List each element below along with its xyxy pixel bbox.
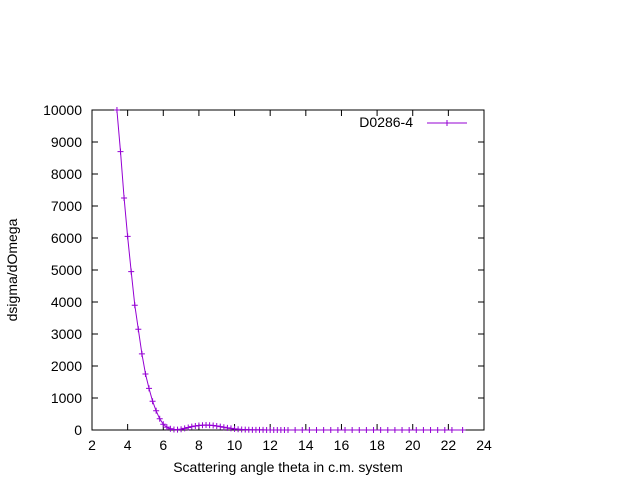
data-point	[413, 426, 420, 433]
data-point	[384, 426, 391, 433]
data-point	[160, 421, 167, 428]
data-point	[135, 326, 142, 333]
y-tick-label: 1000	[51, 390, 82, 406]
legend: D0286-4	[359, 114, 467, 130]
data-point	[356, 426, 363, 433]
y-tick-label: 10000	[43, 102, 82, 118]
data-point	[117, 148, 124, 155]
x-tick-label: 22	[441, 437, 457, 453]
y-tick-label: 2000	[51, 358, 82, 374]
data-point	[313, 426, 320, 433]
data-point	[441, 426, 448, 433]
data-point	[292, 426, 299, 433]
x-tick-label: 4	[124, 437, 132, 453]
data-point	[406, 426, 413, 433]
data-point	[448, 426, 455, 433]
data-point	[128, 268, 135, 275]
data-point	[217, 423, 224, 430]
data-point	[185, 424, 192, 431]
x-axis-label: Scattering angle theta in c.m. system	[173, 459, 403, 475]
y-tick-label: 6000	[51, 230, 82, 246]
series-line-1	[116, 109, 463, 431]
y-tick-label: 8000	[51, 166, 82, 182]
data-point	[342, 426, 349, 433]
data-point	[363, 426, 370, 433]
data-point	[420, 426, 427, 433]
x-tick-label: 24	[476, 437, 492, 453]
data-point	[149, 398, 156, 405]
data-point	[156, 415, 163, 422]
x-tick-label: 20	[405, 437, 421, 453]
data-point	[178, 426, 185, 433]
data-point	[121, 195, 128, 201]
y-tick-label: 4000	[51, 294, 82, 310]
y-axis-label: dsigma/dOmega	[4, 218, 20, 321]
data-point	[320, 426, 327, 433]
y-axis-ticks: 0 1000 2000 3000 4000 5000 6000 7000 8000 9000 100…	[43, 102, 484, 438]
data-point	[163, 424, 170, 431]
data-point	[113, 107, 120, 113]
data-point	[138, 350, 145, 357]
data-point	[434, 426, 441, 433]
data-point	[131, 302, 138, 309]
x-tick-label: 14	[298, 437, 314, 453]
y-tick-label: 9000	[51, 134, 82, 150]
plot-frame	[91, 109, 485, 431]
series-layer	[113, 107, 466, 433]
x-tick-label: 8	[195, 437, 203, 453]
x-tick-label: 2	[88, 437, 96, 453]
legend-label-series-1: D0286-4	[359, 114, 413, 130]
y-tick-label: 0	[74, 422, 82, 438]
data-point	[299, 426, 306, 433]
data-point	[124, 233, 131, 240]
data-point	[399, 426, 406, 433]
data-point	[146, 385, 153, 392]
x-tick-label: 10	[227, 437, 243, 453]
data-point	[427, 426, 434, 433]
y-tick-label: 7000	[51, 198, 82, 214]
data-point	[213, 423, 220, 429]
data-point	[188, 423, 195, 430]
x-tick-label: 6	[159, 437, 167, 453]
x-tick-label: 16	[334, 437, 350, 453]
data-point	[349, 426, 356, 433]
data-point	[370, 426, 377, 433]
data-point	[142, 371, 149, 377]
data-point	[327, 426, 334, 433]
data-point	[334, 426, 341, 433]
data-point	[306, 426, 313, 433]
x-tick-label: 12	[262, 437, 278, 453]
data-point	[391, 426, 398, 433]
x-tick-label: 18	[369, 437, 385, 453]
data-point	[459, 426, 466, 433]
y-tick-label: 3000	[51, 326, 82, 342]
y-tick-label: 5000	[51, 262, 82, 278]
legend-marker-series-1	[444, 120, 450, 126]
x-axis-ticks: 2 4 6 8 10 12 14 16 18 20 22 24	[88, 110, 492, 453]
data-point	[167, 425, 174, 432]
data-point	[377, 426, 384, 433]
data-point	[181, 425, 188, 432]
data-point	[285, 426, 291, 433]
data-point	[220, 424, 227, 431]
data-point	[153, 407, 160, 414]
